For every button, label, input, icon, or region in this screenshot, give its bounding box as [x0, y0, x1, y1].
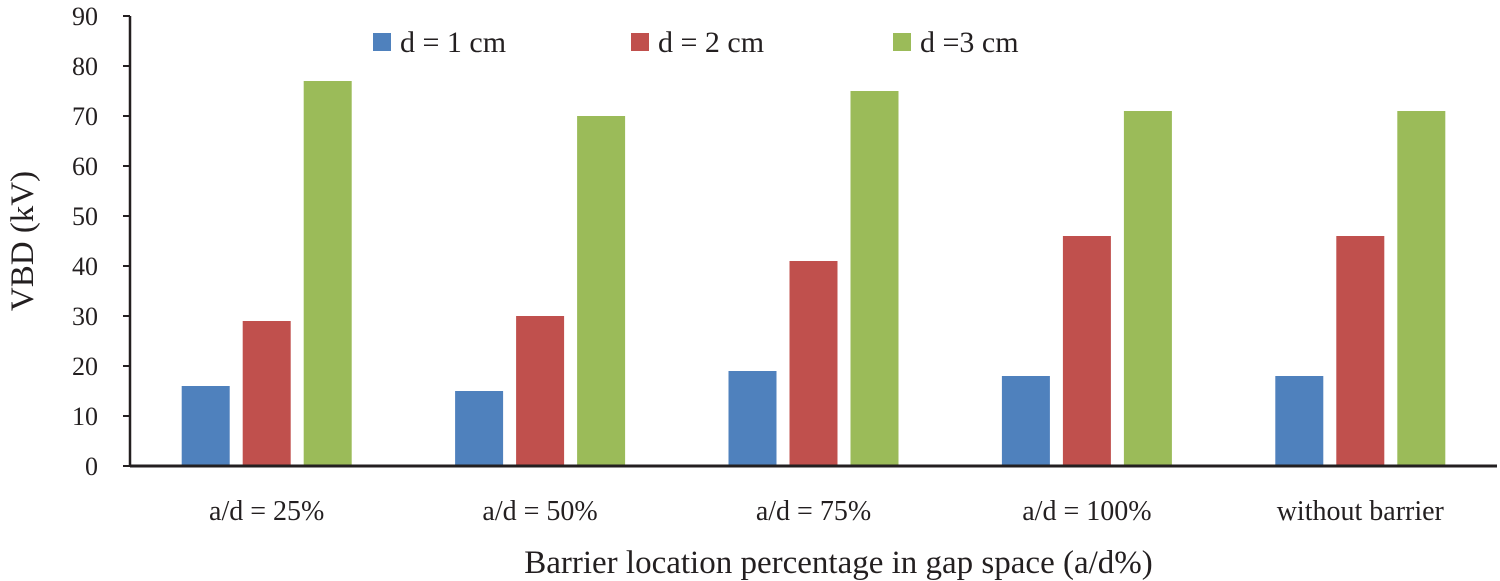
- bar-2-2: [516, 316, 565, 466]
- legend-label-1: d = 1 cm: [400, 26, 506, 59]
- bar-1-1: [181, 386, 230, 466]
- bar-3-3: [850, 91, 899, 466]
- x-category-label: without barrier: [1277, 496, 1445, 527]
- bar-3-1: [303, 81, 352, 466]
- bar-3-5: [1397, 111, 1446, 466]
- legend-label-2: d = 2 cm: [658, 26, 764, 59]
- bar-1-4: [1001, 376, 1050, 466]
- y-tick-label: 50: [72, 202, 98, 231]
- y-axis-ticks: 0 10 20 30 40 50 60 70 80 90: [72, 2, 130, 481]
- y-tick-label: 0: [85, 452, 98, 481]
- x-axis-title: Barrier location percentage in gap space…: [524, 545, 1153, 581]
- bar-3-4: [1123, 111, 1172, 466]
- bars: [181, 81, 1446, 466]
- bar-1-2: [455, 391, 504, 466]
- bar-2-1: [242, 321, 291, 466]
- legend-swatch-1: [373, 33, 391, 51]
- bar-2-5: [1336, 236, 1385, 466]
- y-tick-label: 20: [72, 352, 98, 381]
- y-tick-label: 30: [72, 302, 98, 331]
- y-tick-label: 60: [72, 152, 98, 181]
- y-tick-label: 70: [72, 102, 98, 131]
- bar-1-3: [728, 371, 777, 466]
- x-category-label: a/d = 25%: [209, 496, 324, 527]
- y-tick-label: 10: [72, 402, 98, 431]
- x-category-label: a/d = 50%: [482, 496, 597, 527]
- bar-2-4: [1062, 236, 1111, 466]
- legend-swatch-3: [893, 33, 911, 51]
- y-tick-label: 40: [72, 252, 98, 281]
- x-axis-category-labels: a/d = 25% a/d = 50% a/d = 75% a/d = 100% wit…: [209, 496, 1445, 527]
- legend-swatch-2: [631, 33, 649, 51]
- legend: d = 1 cm d = 2 cm d =3 cm: [373, 26, 1019, 59]
- x-category-label: a/d = 100%: [1022, 496, 1151, 527]
- bar-1-5: [1275, 376, 1324, 466]
- y-axis-title: VBD (kV): [5, 171, 41, 311]
- y-tick-label: 90: [72, 2, 98, 31]
- bar-2-3: [789, 261, 838, 466]
- legend-label-3: d =3 cm: [920, 26, 1019, 59]
- x-category-label: a/d = 75%: [756, 496, 871, 527]
- bar-3-2: [577, 116, 626, 466]
- y-tick-label: 80: [72, 52, 98, 81]
